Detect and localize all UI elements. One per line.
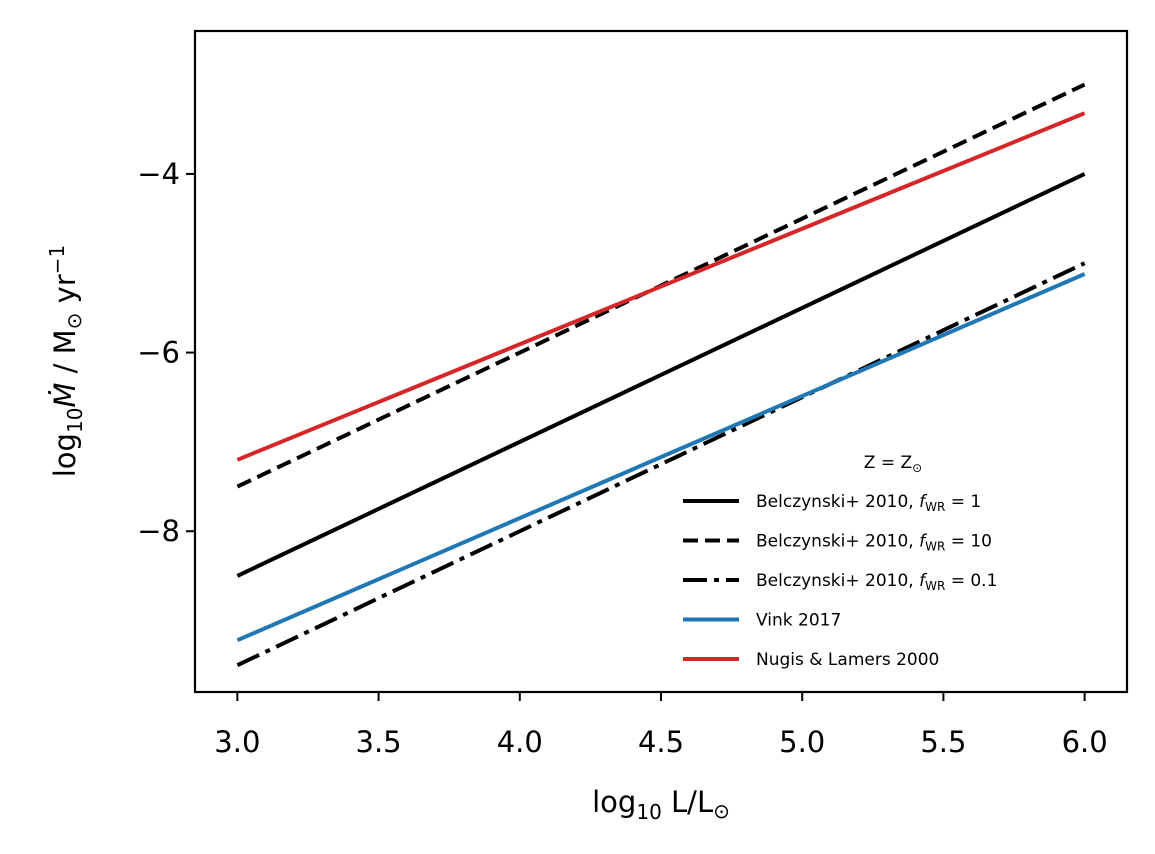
series-line-3 [236, 272, 1086, 643]
y-tick-label: −4 [137, 157, 180, 191]
legend-label-1: Belczynski+ 2010, fWR = 10 [756, 532, 992, 554]
y-tick-label: −6 [137, 336, 180, 370]
x-tick-label: 3.0 [214, 725, 260, 759]
plot-lines [236, 82, 1086, 668]
y-axis-ticks: −4 −6 −8 [137, 157, 195, 548]
legend-entries: Belczynski+ 2010, fWR = 1 Belczynski+ 201… [683, 492, 997, 670]
x-tick-label: 5.5 [920, 725, 966, 759]
x-axis-ticks: 3.0 3.5 4.0 4.5 5.0 5.5 6.0 [214, 692, 1108, 759]
x-tick-label: 5.0 [779, 725, 825, 759]
series-line-4 [236, 111, 1086, 462]
x-tick-label: 4.0 [497, 725, 543, 759]
legend-label-0: Belczynski+ 2010, fWR = 1 [756, 492, 981, 514]
legend-title: Z = Z⊙ [864, 453, 922, 475]
legend-label-4: Nugis & Lamers 2000 [756, 650, 939, 670]
y-tick-label: −8 [137, 514, 180, 548]
legend: Z = Z⊙ Belczynski+ 2010, fWR = 1Belczyns… [683, 453, 997, 670]
x-axis-label: log10 L/L⊙ [592, 785, 730, 824]
x-tick-label: 4.5 [638, 725, 684, 759]
y-axis-label: log10Ṁ / M⊙ yr−1 [45, 245, 87, 478]
x-tick-label: 6.0 [1062, 725, 1108, 759]
legend-label-3: Vink 2017 [756, 611, 841, 631]
series-line-2 [236, 261, 1086, 668]
legend-label-2: Belczynski+ 2010, fWR = 0.1 [756, 571, 997, 593]
x-tick-label: 3.5 [356, 725, 402, 759]
series-line-0 [236, 172, 1086, 578]
